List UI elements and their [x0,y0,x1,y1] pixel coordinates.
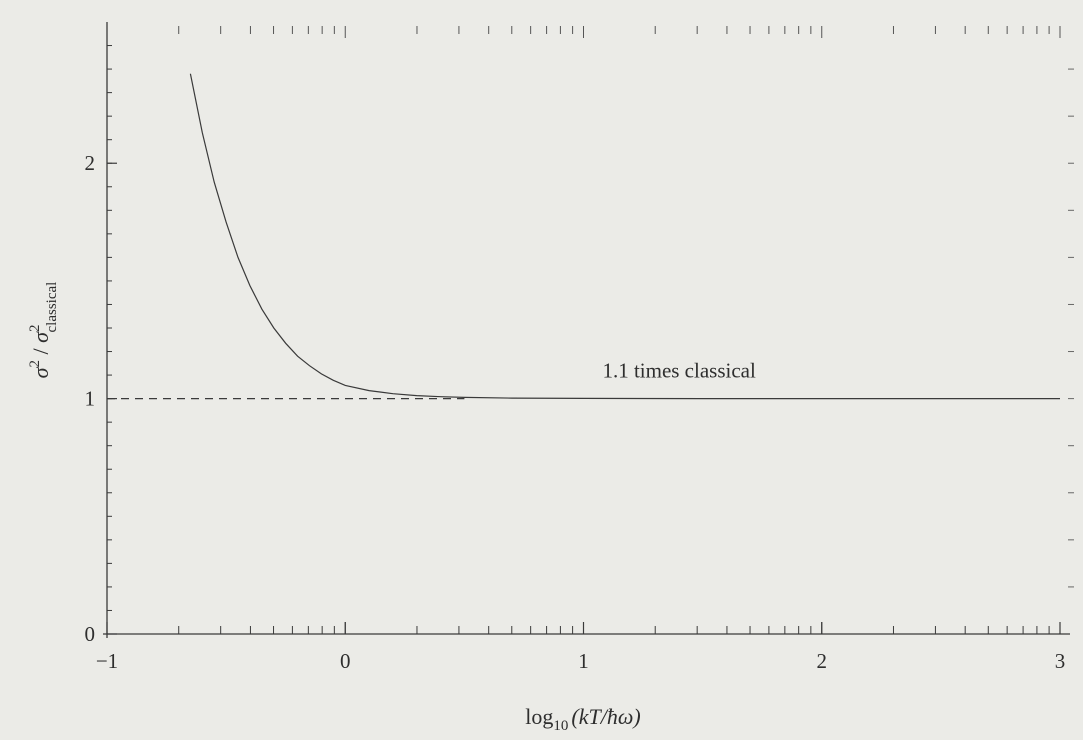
y-tick-label: 2 [85,151,96,175]
plot-frame [103,22,1070,638]
x-tick-label: 2 [817,649,828,673]
y-tick-label: 1 [85,387,96,411]
annotation-label: 1.1 times classical [602,358,756,382]
axis-ticks [106,26,1074,635]
x-axis-title: log10 (kT/ħω) [525,704,640,734]
x-tick-label: 1 [578,649,589,673]
variance-ratio-curve [189,73,1060,400]
x-tick-label: 3 [1055,649,1066,673]
x-tick-label: 0 [340,649,351,673]
y-axis-title: σ2 / σ2classical [27,282,60,379]
series-lines [107,73,1060,400]
x-tick-label: −1 [96,649,118,673]
y-tick-label: 0 [85,622,96,646]
